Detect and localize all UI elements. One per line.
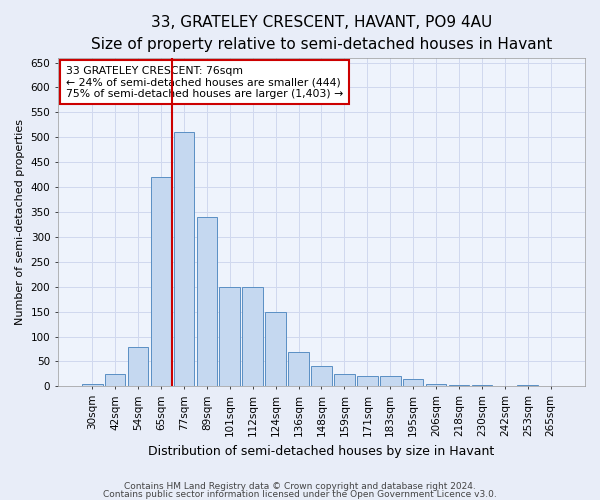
Bar xyxy=(334,374,355,386)
Bar xyxy=(173,132,194,386)
Bar xyxy=(265,312,286,386)
Bar xyxy=(311,366,332,386)
Bar xyxy=(449,385,469,386)
Bar xyxy=(403,379,424,386)
Text: Contains HM Land Registry data © Crown copyright and database right 2024.: Contains HM Land Registry data © Crown c… xyxy=(124,482,476,491)
Bar xyxy=(242,286,263,386)
Bar xyxy=(426,384,446,386)
Y-axis label: Number of semi-detached properties: Number of semi-detached properties xyxy=(15,119,25,325)
Bar xyxy=(380,376,401,386)
Title: 33, GRATELEY CRESCENT, HAVANT, PO9 4AU
Size of property relative to semi-detache: 33, GRATELEY CRESCENT, HAVANT, PO9 4AU S… xyxy=(91,15,552,52)
Bar xyxy=(105,374,125,386)
Text: 33 GRATELEY CRESCENT: 76sqm
← 24% of semi-detached houses are smaller (444)
75% : 33 GRATELEY CRESCENT: 76sqm ← 24% of sem… xyxy=(66,66,343,99)
Bar xyxy=(220,286,240,386)
Bar xyxy=(357,376,377,386)
Bar xyxy=(288,352,309,386)
Bar xyxy=(197,217,217,386)
Bar xyxy=(82,384,103,386)
Bar xyxy=(128,346,148,387)
X-axis label: Distribution of semi-detached houses by size in Havant: Distribution of semi-detached houses by … xyxy=(148,444,494,458)
Bar xyxy=(151,177,172,386)
Text: Contains public sector information licensed under the Open Government Licence v3: Contains public sector information licen… xyxy=(103,490,497,499)
